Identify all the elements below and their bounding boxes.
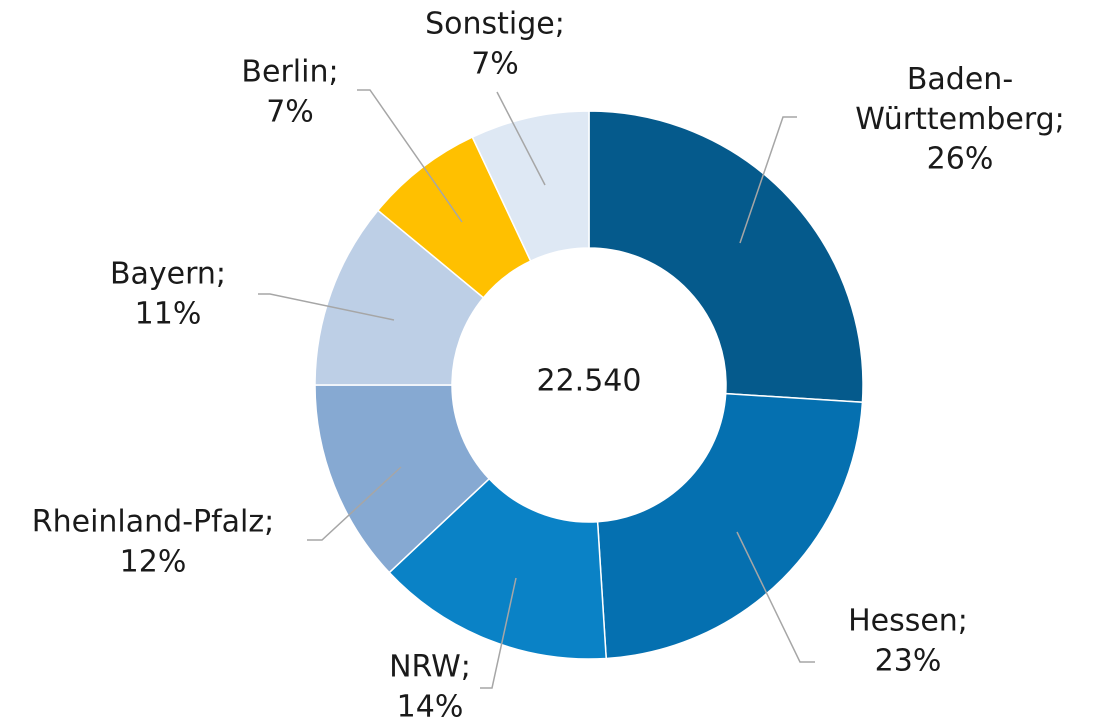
slice-value-label: 7%	[266, 95, 314, 130]
slice-label: Berlin;	[241, 55, 338, 90]
leader-line	[480, 577, 517, 689]
slice-label: Baden-Württemberg;	[855, 62, 1065, 137]
donut-slice	[388, 477, 608, 660]
leader-line	[496, 91, 546, 186]
slice-value-label: 11%	[135, 297, 202, 332]
leader-line	[258, 293, 395, 321]
slice-label: Hessen;	[848, 604, 968, 639]
donut-slice	[471, 110, 590, 263]
donut-slice	[588, 110, 864, 404]
leader-line	[736, 531, 815, 663]
center-label: 22.540	[537, 364, 642, 399]
leader-line	[739, 116, 797, 244]
slice-value-label: 23%	[875, 644, 942, 679]
donut: Baden-Württemberg; 26% Hessen; 23% NRW; 14% Rh…	[32, 7, 1065, 723]
slice-value-label: 14%	[397, 690, 464, 723]
slice-value-label: 12%	[120, 545, 187, 580]
slice-value-label: 26%	[927, 142, 994, 177]
slice-label: NRW;	[389, 650, 471, 685]
slice-value-label: 7%	[471, 47, 519, 82]
leader-line	[357, 89, 463, 223]
slice-label: Bayern;	[110, 257, 226, 292]
donut-slice	[596, 392, 864, 660]
slice-label: Rheinland-Pfalz;	[32, 505, 275, 540]
leader-line	[307, 466, 402, 541]
slice-label: Sonstige;	[425, 7, 565, 42]
